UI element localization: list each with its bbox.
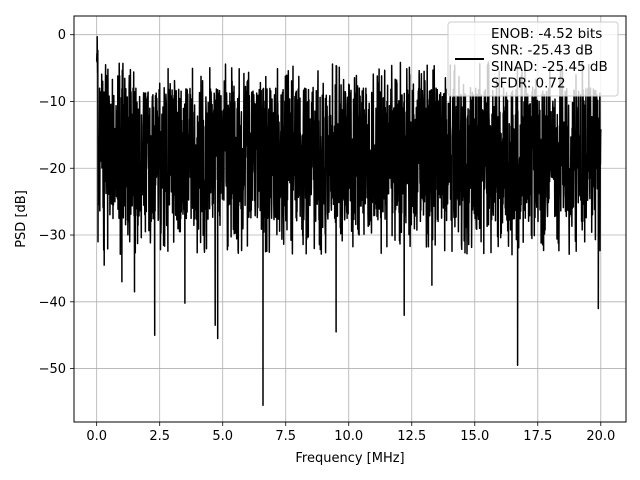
- x-tick-label: 0.0: [86, 429, 107, 444]
- x-tick-label: 7.5: [275, 429, 296, 444]
- legend-box: [447, 21, 619, 97]
- legend-text-enob: ENOB: -4.52 bits: [491, 26, 602, 42]
- x-tick-label: 5.0: [212, 429, 233, 444]
- x-tick-label: 2.5: [149, 429, 170, 444]
- legend: ENOB: -4.52 bits SNR: -25.43 dB SINAD: -…: [447, 21, 619, 97]
- x-tick-label: 20.0: [586, 429, 615, 444]
- legend-text-sinad: SINAD: -25.45 dB: [491, 59, 608, 75]
- axes-frame: [73, 15, 627, 423]
- legend-text-sfdr: SFDR: 0.72: [491, 76, 566, 92]
- y-axis-label: PSD [dB]: [14, 190, 29, 248]
- y-tick-label: −30: [39, 229, 66, 244]
- x-axis-label: Frequency [MHz]: [295, 451, 404, 466]
- plot-area: [95, 35, 602, 407]
- y-tick-label: −50: [39, 362, 66, 377]
- x-tick-label: 17.5: [523, 429, 552, 444]
- psd-series-line: [95, 35, 602, 407]
- legend-text-snr: SNR: -25.43 dB: [491, 43, 593, 59]
- x-tick-label: 12.5: [397, 429, 426, 444]
- x-tick-label: 10.0: [334, 429, 363, 444]
- x-tick-label: 15.0: [460, 429, 489, 444]
- y-tick-label: 0: [58, 28, 66, 43]
- y-tick-label: −20: [39, 162, 66, 177]
- axis-ticks: 0.0 2.5 5.0 7.5 10.0 12.5 15.0 17.5 20.0 0 −10 −20 −…: [39, 28, 616, 444]
- y-tick-label: −10: [39, 95, 66, 110]
- y-tick-label: −40: [39, 295, 66, 310]
